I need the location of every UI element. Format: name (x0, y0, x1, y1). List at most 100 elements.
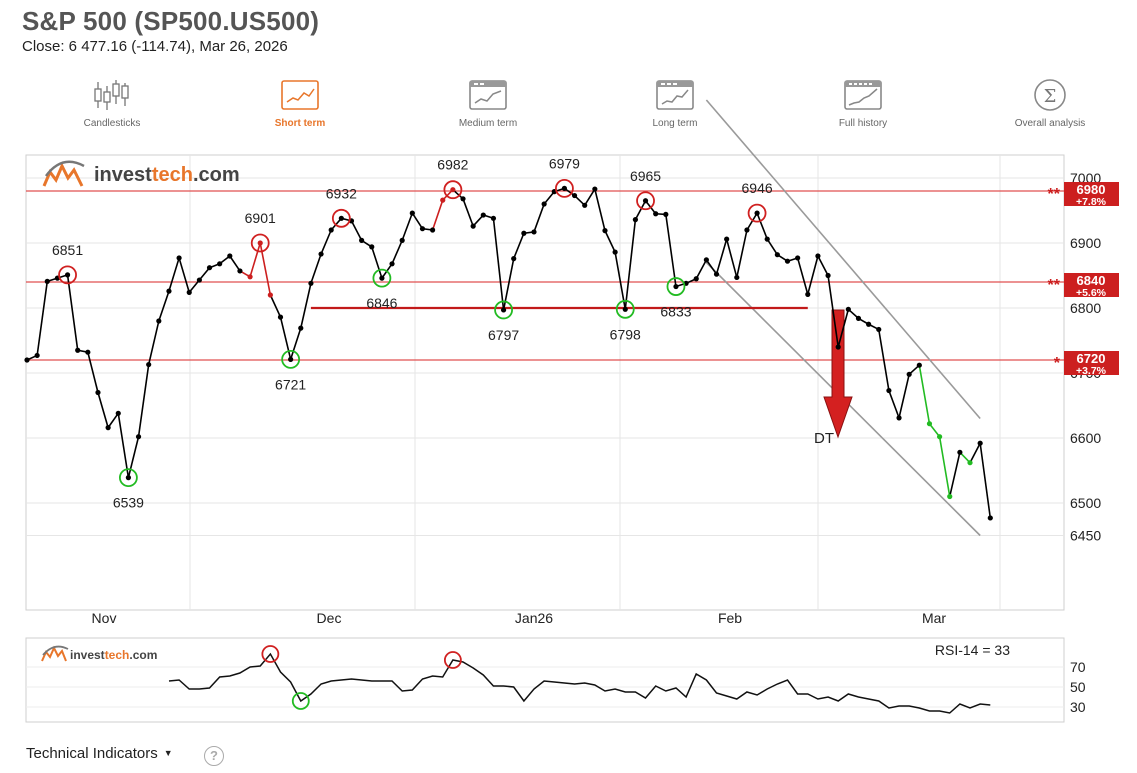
price-segment (594, 188, 606, 231)
price-point (734, 274, 740, 281)
price-segment (543, 191, 555, 205)
price-segment (533, 203, 545, 233)
peak-label: 6851 (52, 242, 83, 258)
tab-candlesticks[interactable]: Candlesticks (52, 78, 172, 129)
trough-marker (281, 349, 301, 369)
price-point (926, 421, 933, 427)
price-segment (725, 238, 738, 278)
price-point (217, 261, 223, 267)
rsi-line (168, 652, 991, 714)
price-segment (188, 279, 200, 293)
price-point (855, 315, 862, 321)
tab-medium-term[interactable]: Medium term (428, 78, 548, 129)
price-segment (969, 442, 981, 464)
level-pct: +7.8% (1076, 196, 1107, 208)
price-segment (898, 374, 910, 419)
price-segment (462, 198, 474, 227)
rsi-tick-label: 50 (1070, 679, 1086, 695)
price-point (713, 271, 720, 277)
price-point (277, 314, 284, 320)
price-segment (928, 423, 941, 438)
price-point (75, 347, 81, 353)
tab-label: Candlesticks (83, 118, 141, 129)
price-point (571, 192, 578, 199)
svg-text:investtech.com: investtech.com (70, 648, 157, 662)
price-segment (756, 212, 768, 240)
price-point (511, 256, 517, 262)
trough-marker (615, 299, 635, 319)
price-segment (137, 364, 150, 437)
trough-label: 6846 (366, 295, 397, 311)
price-point (561, 185, 568, 191)
full-history-chart-icon (844, 80, 882, 110)
level-box (1064, 273, 1119, 297)
close-price-line: Close: 6 477.16 (-114.74), Mar 26, 2026 (22, 38, 288, 55)
price-segment (837, 309, 850, 348)
investtech-logo: investtech.com (42, 160, 240, 187)
price-point (247, 274, 253, 280)
trough-marker (372, 268, 392, 288)
y-tick-label: 6900 (1070, 235, 1101, 251)
help-icon[interactable]: ? (204, 746, 224, 766)
price-segment (229, 255, 241, 272)
peak-marker (58, 265, 77, 285)
tab-overall-analysis[interactable]: Σ Overall analysis (990, 78, 1110, 129)
technical-indicators-dropdown[interactable]: Technical Indicators ▼ (26, 745, 173, 762)
price-segment (938, 436, 951, 497)
price-point (876, 326, 882, 333)
price-segment (634, 200, 647, 220)
price-segment (269, 294, 282, 318)
price-point (825, 272, 831, 279)
candlestick-icon (94, 80, 129, 110)
price-segment (604, 230, 616, 253)
price-point (176, 255, 182, 261)
price-point (95, 389, 101, 396)
price-point (866, 321, 872, 327)
level-box (1064, 182, 1119, 206)
price-point (338, 215, 344, 221)
caret-down-icon: ▼ (163, 748, 173, 758)
price-segment (370, 246, 383, 279)
price-segment (36, 281, 49, 356)
tab-full-history[interactable]: Full history (803, 78, 923, 129)
level-value: 6840 (1077, 273, 1106, 288)
x-tick-label: Mar (922, 610, 946, 626)
price-segment (127, 436, 140, 478)
peak-label: 6932 (326, 185, 357, 201)
price-segment (736, 229, 748, 278)
price-point (64, 272, 71, 278)
price-point (288, 356, 294, 362)
price-segment (289, 327, 302, 360)
price-segment (299, 283, 312, 329)
price-segment (147, 320, 160, 365)
price-point (642, 198, 649, 204)
price-point (85, 349, 91, 355)
price-point (257, 240, 263, 246)
price-point (409, 210, 415, 216)
price-point (399, 237, 405, 243)
page-title: S&P 500 (SP500.US500) (22, 6, 320, 36)
tab-label: Medium term (458, 118, 518, 129)
price-point (805, 291, 811, 297)
peak-trough-markers: 6851 6901 6932 6982 6979 6965 6946 6539 6721 6846… (52, 155, 773, 510)
price-point (44, 278, 50, 284)
level-stars: ** (1048, 186, 1061, 203)
price-segment (168, 257, 180, 292)
price-segment (350, 220, 363, 241)
price-segment (310, 253, 322, 284)
price-segment (766, 238, 779, 256)
price-point (845, 306, 851, 312)
price-segment (249, 242, 261, 278)
y-tick-label: 6600 (1070, 430, 1101, 446)
peak-marker (555, 178, 574, 198)
price-point (957, 449, 963, 455)
tab-short-term[interactable]: Short term (240, 78, 360, 129)
level-boxes: ** 6980+7.8% ** 6840+5.6% * 6720+3.7% (1048, 182, 1119, 377)
tab-long-term[interactable]: Long term (615, 78, 735, 129)
rsi-tick-label: 70 (1070, 659, 1086, 675)
price-segment (117, 413, 130, 478)
rsi-peak-marker (261, 645, 280, 663)
price-point (430, 227, 436, 233)
price-segment (391, 240, 403, 265)
